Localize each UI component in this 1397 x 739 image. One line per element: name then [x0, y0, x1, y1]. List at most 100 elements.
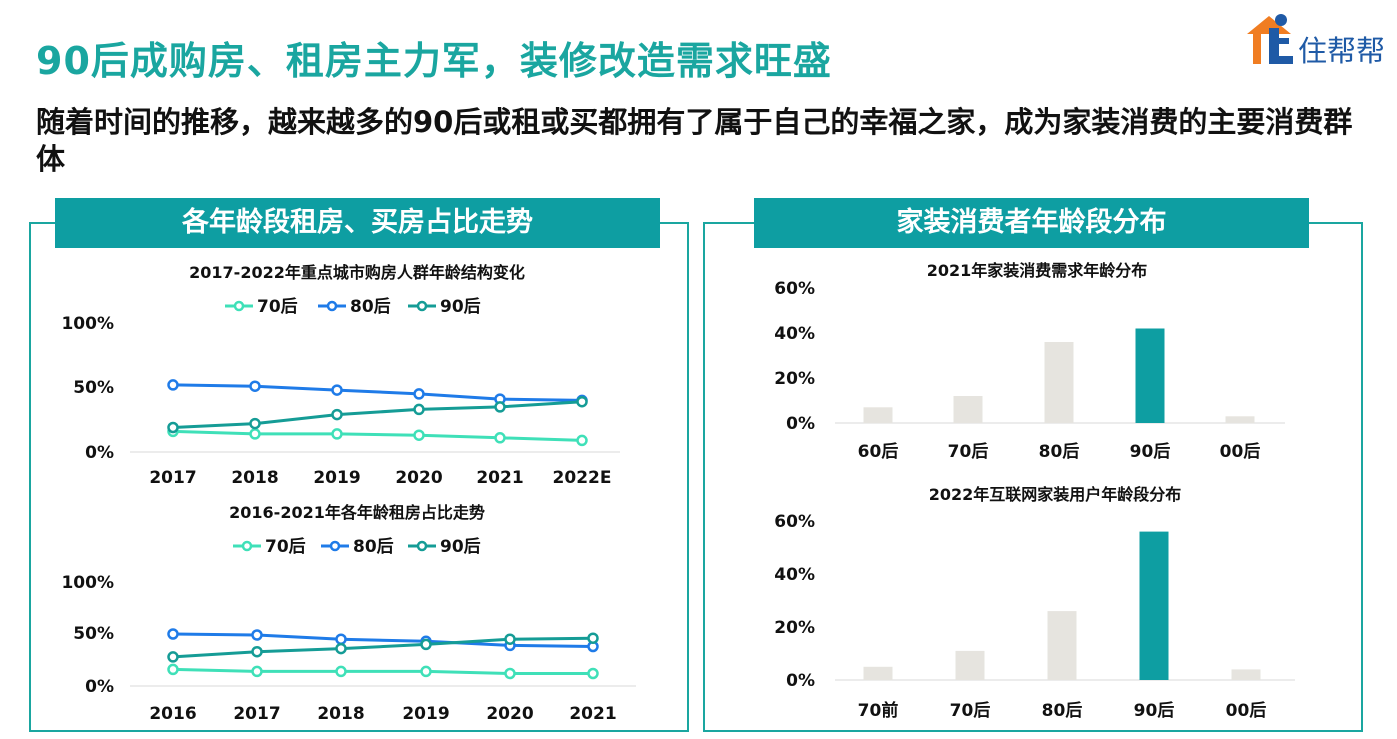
page-subtitle: 随着时间的推移，越来越多的90后或租或买都拥有了属于自己的幸福之家，成为家装消费… — [36, 105, 1353, 176]
x-tick-label: 80后 — [1042, 701, 1083, 721]
page-title: 90后成购房、租房主力军，装修改造需求旺盛 — [36, 39, 832, 83]
y-tick-label: 0% — [786, 671, 815, 691]
data-point — [494, 401, 506, 413]
x-tick-label: 2019 — [313, 468, 360, 488]
legend-label: 70后 — [265, 537, 306, 557]
data-point — [420, 665, 432, 678]
legend-swatch-marker — [416, 300, 428, 312]
data-point — [167, 663, 179, 676]
x-tick-label: 90后 — [1134, 701, 1175, 721]
legend-label: 80后 — [350, 297, 391, 317]
x-tick-label: 70后 — [948, 442, 989, 462]
data-point — [335, 642, 347, 655]
y-tick-label: 60% — [774, 512, 815, 532]
chart-title: 2021年家装消费需求年龄分布 — [927, 261, 1148, 280]
x-tick-label: 90后 — [1130, 442, 1171, 462]
data-point — [331, 428, 343, 440]
series-line — [172, 429, 583, 442]
bar — [955, 650, 985, 680]
series-line — [172, 400, 583, 429]
data-point — [413, 388, 425, 400]
x-tick-label: 2017 — [149, 468, 196, 488]
x-tick-label: 2018 — [317, 704, 364, 724]
legend-swatch-marker — [416, 540, 428, 552]
data-point — [331, 384, 343, 396]
x-tick-label: 2016 — [149, 704, 196, 724]
legend-swatch-marker — [241, 540, 253, 552]
left-panel-title: 各年龄段租房、买房占比走势 — [55, 198, 660, 248]
x-tick-label: 2019 — [402, 704, 449, 724]
data-point — [587, 667, 599, 680]
data-point — [167, 651, 179, 663]
x-tick-label: 2021 — [569, 704, 616, 724]
y-tick-label: 100% — [61, 573, 114, 593]
data-point — [335, 633, 347, 645]
bar — [863, 666, 893, 681]
bar — [1139, 531, 1169, 680]
x-tick-label: 2017 — [233, 704, 280, 724]
y-tick-label: 0% — [786, 414, 815, 434]
y-tick-label: 50% — [73, 624, 114, 644]
data-point — [251, 665, 263, 678]
y-tick-label: 20% — [774, 618, 815, 638]
right-panel-title: 家装消费者年龄段分布 — [754, 198, 1309, 248]
brand-logo — [1245, 10, 1395, 68]
y-tick-label: 60% — [774, 279, 815, 299]
house-logo-icon — [1247, 14, 1293, 64]
data-point — [413, 403, 425, 416]
legend-label: 90后 — [440, 537, 481, 557]
data-point — [249, 428, 261, 440]
legend-label: 80后 — [353, 537, 394, 557]
logo-text: 住帮帮 — [1298, 34, 1386, 68]
x-tick-label: 2018 — [231, 468, 278, 488]
x-tick-label: 2020 — [395, 468, 442, 488]
x-tick-label: 80后 — [1039, 442, 1080, 462]
series-line — [172, 632, 594, 648]
x-tick-label: 2022E — [553, 468, 612, 488]
y-tick-label: 100% — [61, 314, 114, 334]
data-point — [494, 432, 506, 444]
data-point — [331, 408, 343, 421]
data-point — [504, 633, 516, 645]
data-point — [167, 379, 179, 391]
x-tick-label: 2021 — [476, 468, 523, 488]
legend-label: 70后 — [257, 297, 298, 317]
x-tick-label: 60后 — [858, 442, 899, 462]
bar — [1135, 328, 1165, 423]
y-tick-label: 0% — [85, 443, 114, 463]
data-point — [504, 667, 516, 680]
data-point — [587, 632, 599, 644]
legend-swatch-marker — [329, 540, 341, 552]
data-point — [420, 638, 432, 651]
data-point — [576, 395, 588, 408]
y-tick-label: 0% — [85, 677, 114, 697]
right-panel — [703, 222, 1363, 732]
x-tick-label: 70前 — [858, 700, 899, 721]
chart-title: 2016-2021年各年龄租房占比走势 — [229, 503, 485, 522]
bar — [1047, 611, 1077, 680]
legend-label: 90后 — [440, 297, 481, 317]
data-point — [249, 380, 261, 392]
legend-swatch-marker — [233, 300, 245, 312]
bar — [863, 407, 893, 424]
data-point — [576, 434, 588, 447]
legend-swatch-marker — [326, 300, 338, 312]
bar — [1231, 669, 1261, 680]
data-point — [167, 628, 179, 640]
data-point — [413, 429, 425, 441]
data-point — [167, 421, 179, 434]
y-tick-label: 50% — [73, 378, 114, 398]
series-line — [172, 383, 583, 402]
y-tick-label: 40% — [774, 324, 815, 344]
y-tick-label: 20% — [774, 369, 815, 389]
data-point — [251, 645, 263, 658]
x-tick-label: 70后 — [950, 701, 991, 721]
x-tick-label: 00后 — [1226, 701, 1267, 721]
series-line — [172, 636, 594, 659]
x-tick-label: 2020 — [486, 704, 533, 724]
data-point — [251, 629, 263, 641]
series-line — [172, 667, 593, 675]
bar — [953, 396, 983, 423]
bar — [1225, 416, 1255, 424]
